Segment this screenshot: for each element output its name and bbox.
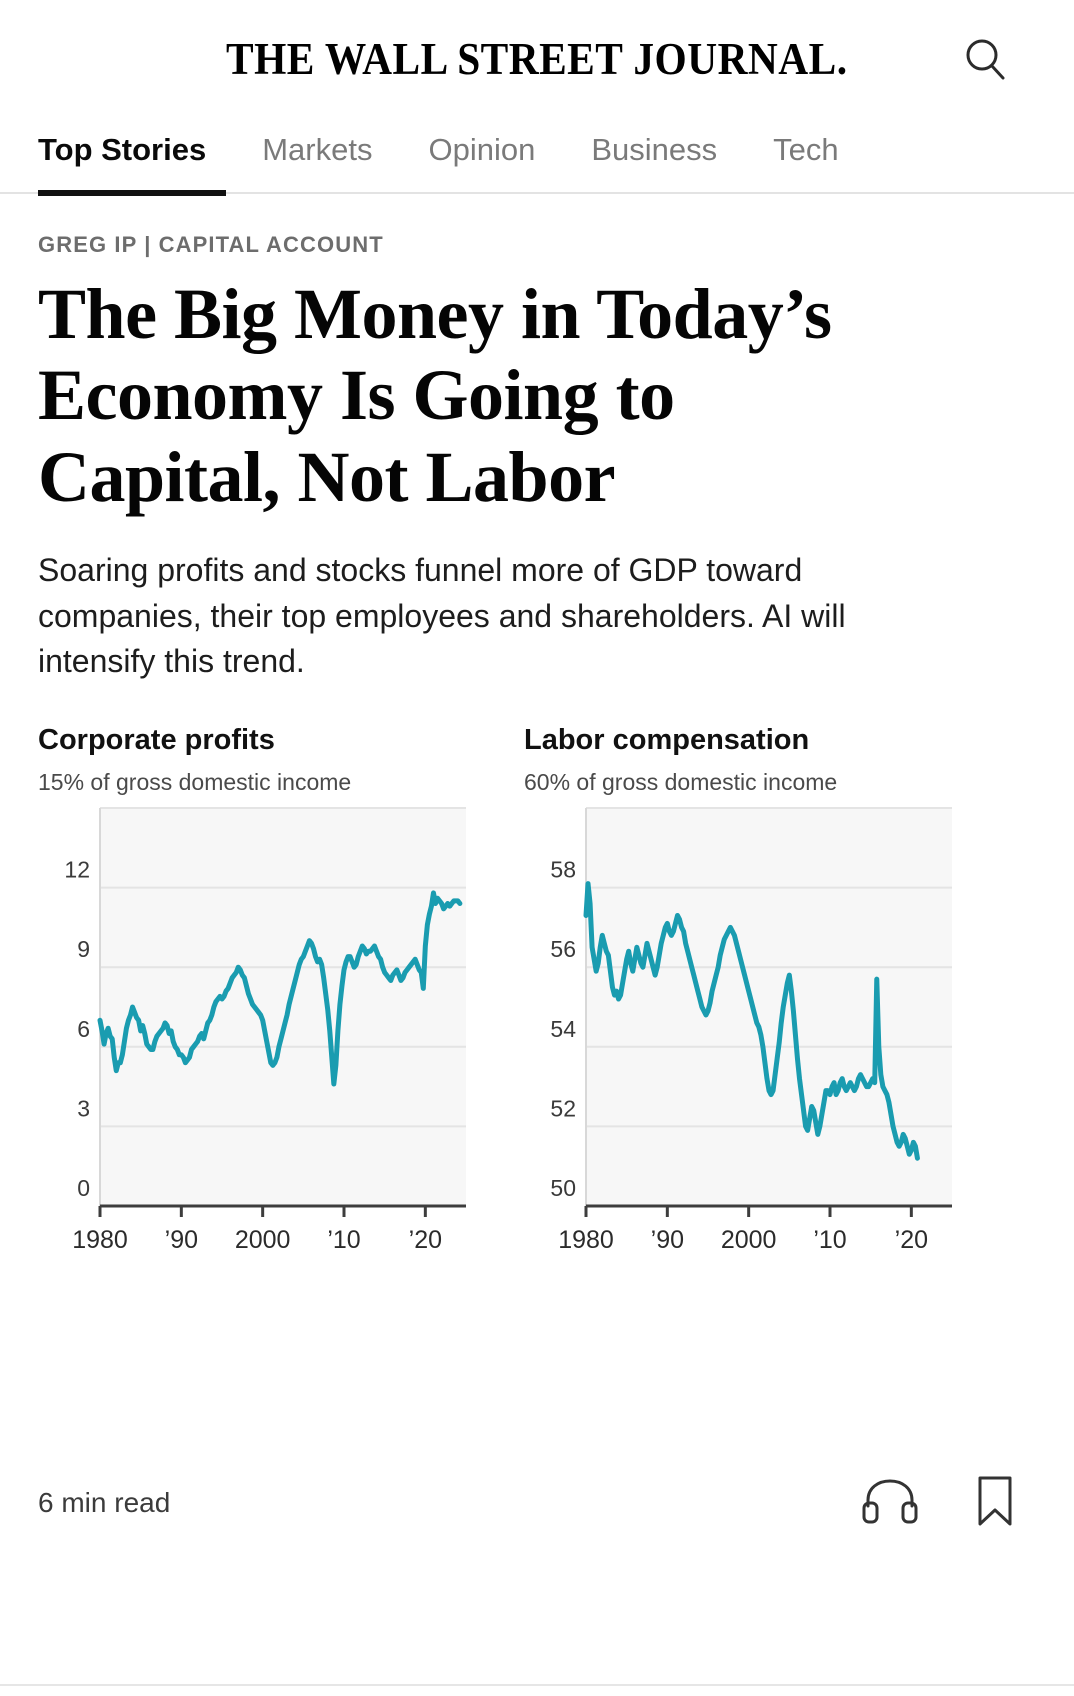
tab-business[interactable]: Business xyxy=(591,118,717,168)
x-tick-label: 1980 xyxy=(72,1226,128,1254)
y-tick-label: 9 xyxy=(77,937,90,963)
x-tick-label: ’20 xyxy=(895,1226,928,1254)
tab-top-stories[interactable]: Top Stories xyxy=(38,118,206,168)
save-button[interactable] xyxy=(976,1475,1014,1530)
read-time-label: 6 min read xyxy=(38,1486,171,1518)
active-tab-indicator xyxy=(38,190,226,196)
article: GREG IP | CAPITAL ACCOUNT The Big Money … xyxy=(0,232,1074,1318)
headphones-icon xyxy=(862,1478,918,1527)
search-button[interactable] xyxy=(960,34,1012,86)
article-footer: 6 min read xyxy=(38,1475,1036,1530)
chart-title-right: Labor compensation xyxy=(524,724,810,757)
search-icon xyxy=(961,35,1011,85)
plot-background xyxy=(586,808,952,1207)
chart-svg-right: 50 52 54 56 58 1980 ’90 2000 ’10 ’20 xyxy=(550,807,952,1254)
wsj-logo: THE WALL STREET JOURNAL. xyxy=(226,34,848,84)
article-dek: Soaring profits and stocks funnel more o… xyxy=(38,552,846,679)
primary-nav: Top Stories Markets Opinion Business Tec… xyxy=(0,118,1074,214)
plot-background xyxy=(100,808,466,1207)
tab-markets[interactable]: Markets xyxy=(262,118,372,168)
y-tick-label: 0 xyxy=(77,1175,90,1201)
x-tick-label: 1980 xyxy=(558,1226,614,1254)
nav-divider xyxy=(0,192,1074,194)
masthead: THE WALL STREET JOURNAL. xyxy=(0,0,1074,118)
chart-title-left: Corporate profits xyxy=(38,724,275,757)
chart-labor-compensation: Labor compensation 60% of gross domestic… xyxy=(524,724,954,1318)
x-tick-label: 2000 xyxy=(721,1226,777,1254)
tab-tech[interactable]: Tech xyxy=(773,118,838,168)
x-tick-label: ’20 xyxy=(409,1226,442,1254)
listen-button[interactable] xyxy=(862,1478,918,1527)
x-tick-label: ’10 xyxy=(813,1226,846,1254)
y-tick-label: 50 xyxy=(550,1175,576,1201)
bookmark-icon xyxy=(976,1475,1014,1530)
y-tick-label: 3 xyxy=(77,1096,90,1122)
y-tick-label: 58 xyxy=(550,857,576,883)
x-tick-label: ’90 xyxy=(165,1226,198,1254)
charts-container: Corporate profits 15% of gross domestic … xyxy=(38,724,1036,1318)
y-tick-label: 54 xyxy=(550,1016,576,1042)
y-tick-label: 6 xyxy=(77,1016,90,1042)
data-line xyxy=(583,881,920,1162)
x-tick-label: 2000 xyxy=(235,1226,291,1254)
chart-corporate-profits: Corporate profits 15% of gross domestic … xyxy=(38,724,468,1318)
footer-actions xyxy=(862,1475,1036,1530)
chart-svg-left: 0 3 6 9 12 1980 ’90 2000 ’10 ’20 xyxy=(64,807,466,1254)
y-tick-label: 52 xyxy=(550,1096,576,1122)
y-tick-label: 56 xyxy=(550,937,576,963)
bottom-divider xyxy=(0,1684,1074,1686)
x-tick-label: ’90 xyxy=(651,1226,684,1254)
chart-subtitle-right: 60% of gross domestic income xyxy=(524,769,838,796)
tab-opinion[interactable]: Opinion xyxy=(428,118,535,168)
y-tick-label: 12 xyxy=(64,857,90,883)
page-title: The Big Money in Today’s Economy Is Goin… xyxy=(38,274,832,517)
article-kicker[interactable]: GREG IP | CAPITAL ACCOUNT xyxy=(38,232,384,257)
data-line xyxy=(97,890,463,1087)
x-tick-label: ’10 xyxy=(327,1226,360,1254)
chart-subtitle-left: 15% of gross domestic income xyxy=(38,769,352,796)
